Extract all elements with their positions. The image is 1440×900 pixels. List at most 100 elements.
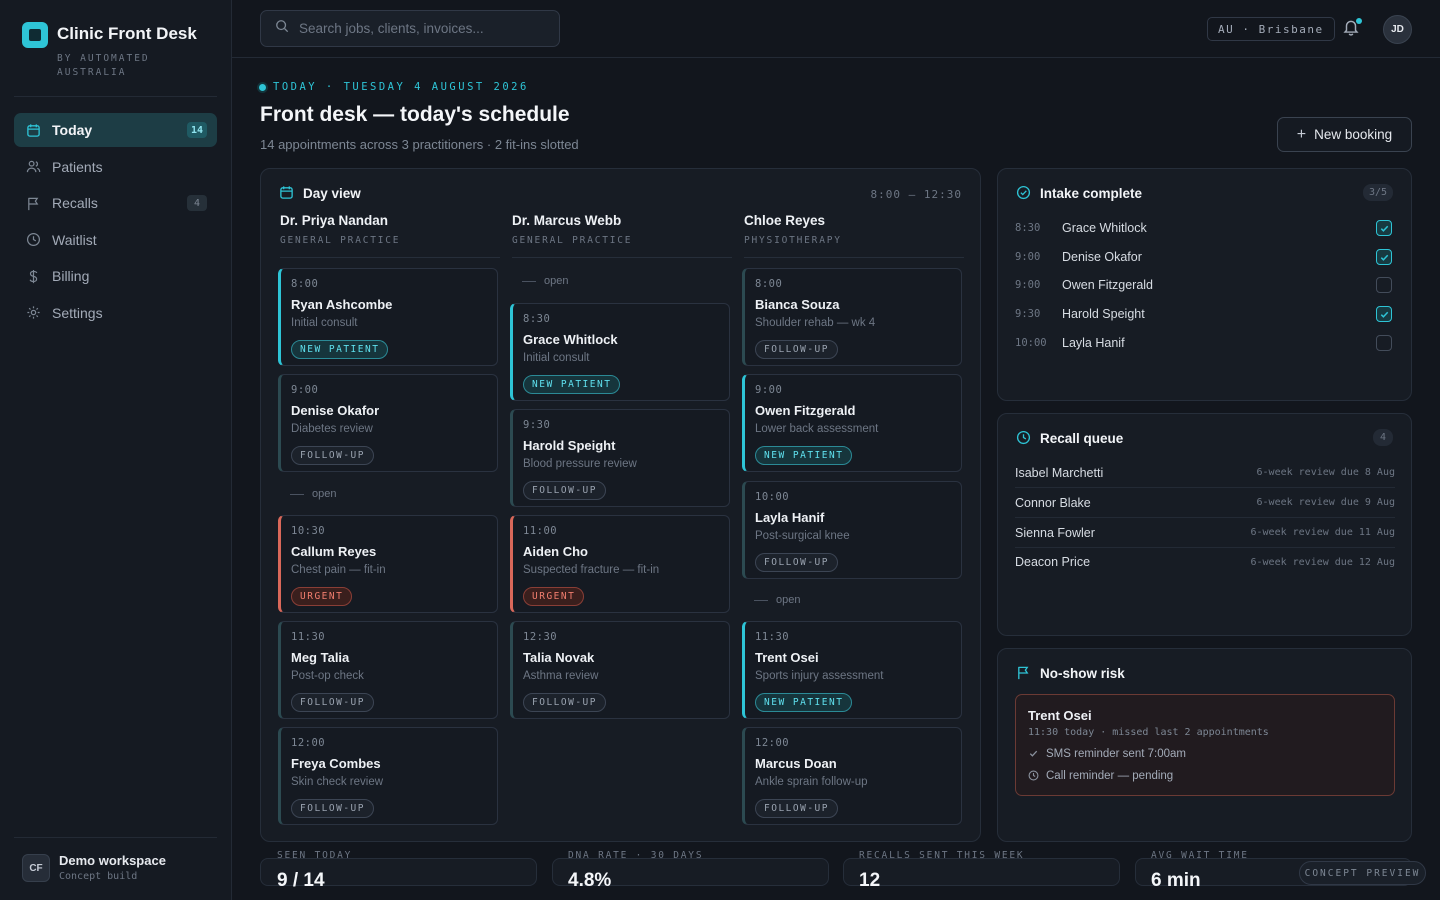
appointment-reason: Asthma review (523, 670, 599, 682)
patient-name: Callum Reyes (291, 544, 377, 559)
notification-dot (1356, 18, 1362, 24)
appointment-card[interactable]: 9:30 Harold Speight Blood pressure revie… (510, 409, 730, 507)
search-box[interactable] (260, 10, 560, 47)
stat-card-recalls (843, 858, 1120, 886)
open-slot[interactable]: open (290, 488, 336, 500)
search-input[interactable] (299, 21, 549, 36)
practitioner-role: PHYSIOTHERAPY (744, 235, 842, 246)
appointment-card[interactable]: 10:30 Callum Reyes Chest pain — fit-in U… (278, 515, 498, 613)
appointment-tag: URGENT (523, 587, 585, 606)
user-avatar[interactable]: JD (1383, 15, 1412, 44)
sidebar-item-settings[interactable]: Settings (14, 296, 217, 330)
appointment-reason: Skin check review (291, 776, 384, 788)
intake-name: Grace Whitlock (1062, 221, 1147, 235)
region-selector[interactable]: AU · Brisbane (1207, 17, 1335, 41)
practitioner-column: Dr. Priya Nandan GENERAL PRACTICE (280, 213, 500, 246)
sidebar-item-label: Today (52, 122, 93, 138)
stat-label: RECALLS SENT THIS WEEK (859, 850, 1025, 861)
stat-value: 9 / 14 (277, 870, 325, 891)
open-slot-label: open (776, 594, 801, 606)
appointment-reason: Sports injury assessment (755, 670, 884, 682)
intake-row[interactable]: 9:00 Denise Okafor (1015, 247, 1395, 267)
bell-icon (1342, 20, 1360, 40)
appointment-card[interactable]: 12:30 Talia Novak Asthma review FOLLOW-U… (510, 621, 730, 719)
intake-name: Layla Hanif (1062, 336, 1125, 350)
intake-checkbox[interactable] (1376, 335, 1392, 351)
sidebar-footer-divider (14, 837, 217, 838)
new-booking-label: New booking (1314, 127, 1393, 142)
appointment-card[interactable]: 8:00 Ryan Ashcombe Initial consult NEW P… (278, 268, 498, 366)
intake-name: Harold Speight (1062, 307, 1145, 321)
workspace-avatar[interactable]: CF (22, 854, 50, 882)
appointment-card[interactable]: 11:30 Trent Osei Sports injury assessmen… (742, 621, 962, 719)
sidebar-item-label: Settings (52, 304, 103, 321)
intake-time: 8:30 (1015, 222, 1041, 234)
patient-name: Trent Osei (1028, 708, 1092, 723)
patient-name: Denise Okafor (291, 403, 380, 418)
intake-row[interactable]: 8:30 Grace Whitlock (1015, 218, 1395, 238)
app-logo (22, 22, 48, 48)
appointment-card[interactable]: 12:00 Marcus Doan Ankle sprain follow-up… (742, 727, 962, 825)
patient-name: Freya Combes (291, 756, 381, 771)
check-icon (1380, 225, 1388, 232)
appointment-time: 8:30 (523, 313, 551, 325)
panel-header: Day view (279, 185, 361, 201)
recall-row[interactable]: Connor Blake 6-week review due 9 Aug (1015, 488, 1395, 518)
appointment-card[interactable]: 11:00 Aiden Cho Suspected fracture — fit… (510, 515, 730, 613)
patient-name: Ryan Ashcombe (291, 297, 393, 312)
appointment-tag: FOLLOW-UP (291, 446, 374, 465)
appointment-card[interactable]: 8:00 Bianca Souza Shoulder rehab — wk 4 … (742, 268, 962, 366)
recall-due: 6-week review due 8 Aug (1256, 467, 1395, 478)
appointment-card[interactable]: 8:30 Grace Whitlock Initial consult NEW … (510, 303, 730, 401)
recall-name: Sienna Fowler (1015, 525, 1095, 540)
workspace-name[interactable]: Demo workspace (59, 853, 166, 868)
intake-row[interactable]: 9:00 Owen Fitzgerald (1015, 275, 1395, 295)
sidebar-nav: Today 14 Patients Recalls 4 Waitlist (14, 113, 217, 332)
appointment-reason: Post-op check (291, 670, 364, 682)
recall-row[interactable]: Sienna Fowler 6-week review due 11 Aug (1015, 518, 1395, 548)
appointment-card[interactable]: 12:00 Freya Combes Skin check review FOL… (278, 727, 498, 825)
recall-row[interactable]: Isabel Marchetti 6-week review due 8 Aug (1015, 458, 1395, 488)
appointment-time: 9:00 (291, 384, 319, 396)
appointment-reason: Blood pressure review (523, 458, 637, 470)
intake-checkbox[interactable] (1376, 277, 1392, 293)
recall-row[interactable]: Deacon Price 6-week review due 12 Aug (1015, 547, 1395, 577)
new-booking-button[interactable]: + New booking (1277, 117, 1412, 152)
appointment-card[interactable]: 9:00 Owen Fitzgerald Lower back assessme… (742, 374, 962, 472)
sidebar-item-waitlist[interactable]: Waitlist (14, 223, 217, 257)
intake-name: Owen Fitzgerald (1062, 278, 1154, 292)
sidebar-item-billing[interactable]: Billing (14, 259, 217, 293)
check-icon (1380, 254, 1388, 261)
appointment-tag: NEW PATIENT (291, 340, 389, 359)
sidebar-item-label: Recalls (52, 195, 98, 211)
intake-checkbox[interactable] (1376, 249, 1392, 265)
recall-name: Isabel Marchetti (1015, 465, 1104, 480)
intake-row[interactable]: 10:00 Layla Hanif (1015, 333, 1395, 353)
appointment-card[interactable]: 9:00 Denise Okafor Diabetes review FOLLO… (278, 374, 498, 472)
appointment-reason: Post-surgical knee (755, 530, 850, 542)
intake-checkbox[interactable] (1376, 220, 1392, 236)
appointment-time: 9:00 (755, 384, 783, 396)
topbar: AU · Brisbane JD (232, 0, 1440, 58)
sidebar-item-patients[interactable]: Patients (14, 150, 217, 184)
open-slot[interactable]: open (754, 594, 800, 606)
appointment-tag: FOLLOW-UP (755, 340, 838, 359)
open-slot[interactable]: open (522, 275, 568, 287)
noshow-card[interactable]: Trent Osei 11:30 today · missed last 2 a… (1015, 694, 1395, 796)
notifications-button[interactable] (1342, 18, 1362, 38)
check-icon (1380, 311, 1388, 318)
intake-panel: Intake complete 3/5 8:30 Grace Whitlock … (997, 168, 1412, 401)
appointment-card[interactable]: 11:30 Meg Talia Post-op check FOLLOW-UP (278, 621, 498, 719)
time-range: 8:00 – 12:30 (870, 188, 962, 201)
recall-due: 6-week review due 12 Aug (1250, 556, 1396, 568)
appointment-card[interactable]: 10:00 Layla Hanif Post-surgical knee FOL… (742, 481, 962, 579)
patient-name: Layla Hanif (755, 510, 825, 525)
intake-row[interactable]: 9:30 Harold Speight (1015, 304, 1395, 324)
sidebar-item-today[interactable]: Today 14 (14, 113, 217, 147)
sidebar-item-recalls[interactable]: Recalls 4 (14, 186, 217, 220)
sidebar-item-label: Waitlist (52, 231, 97, 248)
column-divider (280, 257, 500, 258)
stat-value: 6 min (1151, 870, 1201, 891)
recall-name: Deacon Price (1015, 555, 1091, 569)
intake-checkbox[interactable] (1376, 306, 1392, 322)
